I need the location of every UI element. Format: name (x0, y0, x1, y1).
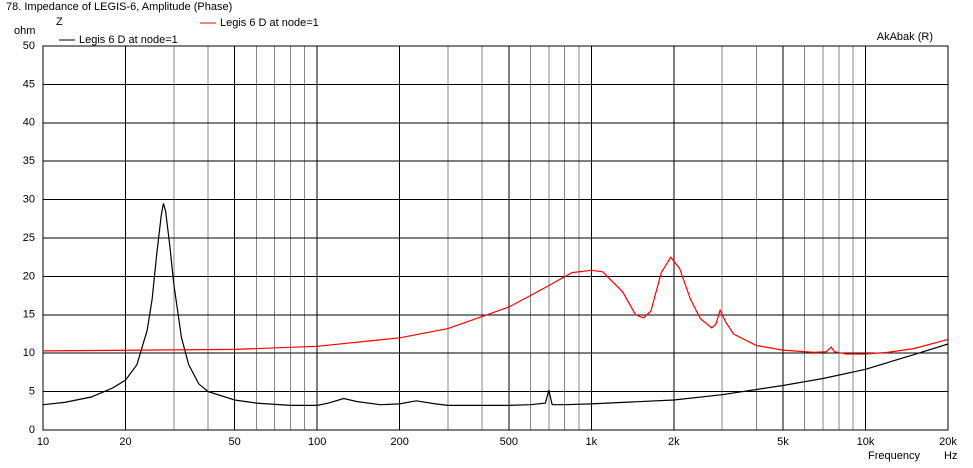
plot-frame (42, 45, 949, 431)
annotation: AkAbak (R) (877, 31, 933, 43)
legend-label: Legis 6 D at node=1 (79, 34, 178, 46)
chart-title: 78. Impedance of LEGIS-6, Amplitude (Pha… (6, 1, 232, 13)
y-tick-label: 45 (23, 78, 35, 90)
y-tick-label: 25 (23, 232, 35, 244)
data-line (42, 203, 949, 406)
x-tick-label: 20 (119, 436, 131, 448)
y-tick-label: 0 (29, 424, 35, 436)
x-tick-label: 5k (777, 436, 789, 448)
y-tick-label: 40 (23, 117, 35, 129)
y-tick-label: 30 (23, 194, 35, 206)
y-axis-label: Z (56, 16, 63, 28)
y-axis-unit: ohm (14, 25, 35, 37)
x-tick-label: 2k (668, 436, 680, 448)
x-tick-label: 10k (857, 436, 875, 448)
x-tick-label: 10 (37, 436, 49, 448)
data-line (42, 256, 949, 355)
x-tick-label: 50 (229, 436, 241, 448)
y-tick-label: 50 (23, 40, 35, 52)
y-tick-label: 10 (23, 347, 35, 359)
x-tick-label: 200 (391, 436, 409, 448)
x-tick-label: 1k (586, 436, 598, 448)
y-tick-label: 35 (23, 155, 35, 167)
legend-label: Legis 6 D at node=1 (220, 17, 319, 29)
y-tick-label: 5 (29, 386, 35, 398)
x-tick-label: 20k (939, 436, 957, 448)
x-tick-label: 100 (308, 436, 326, 448)
x-tick-label: 500 (500, 436, 518, 448)
x-axis-unit: Hz (944, 450, 957, 462)
x-axis-label: Frequency (868, 450, 920, 462)
y-tick-label: 15 (23, 309, 35, 321)
y-tick-label: 20 (23, 270, 35, 282)
